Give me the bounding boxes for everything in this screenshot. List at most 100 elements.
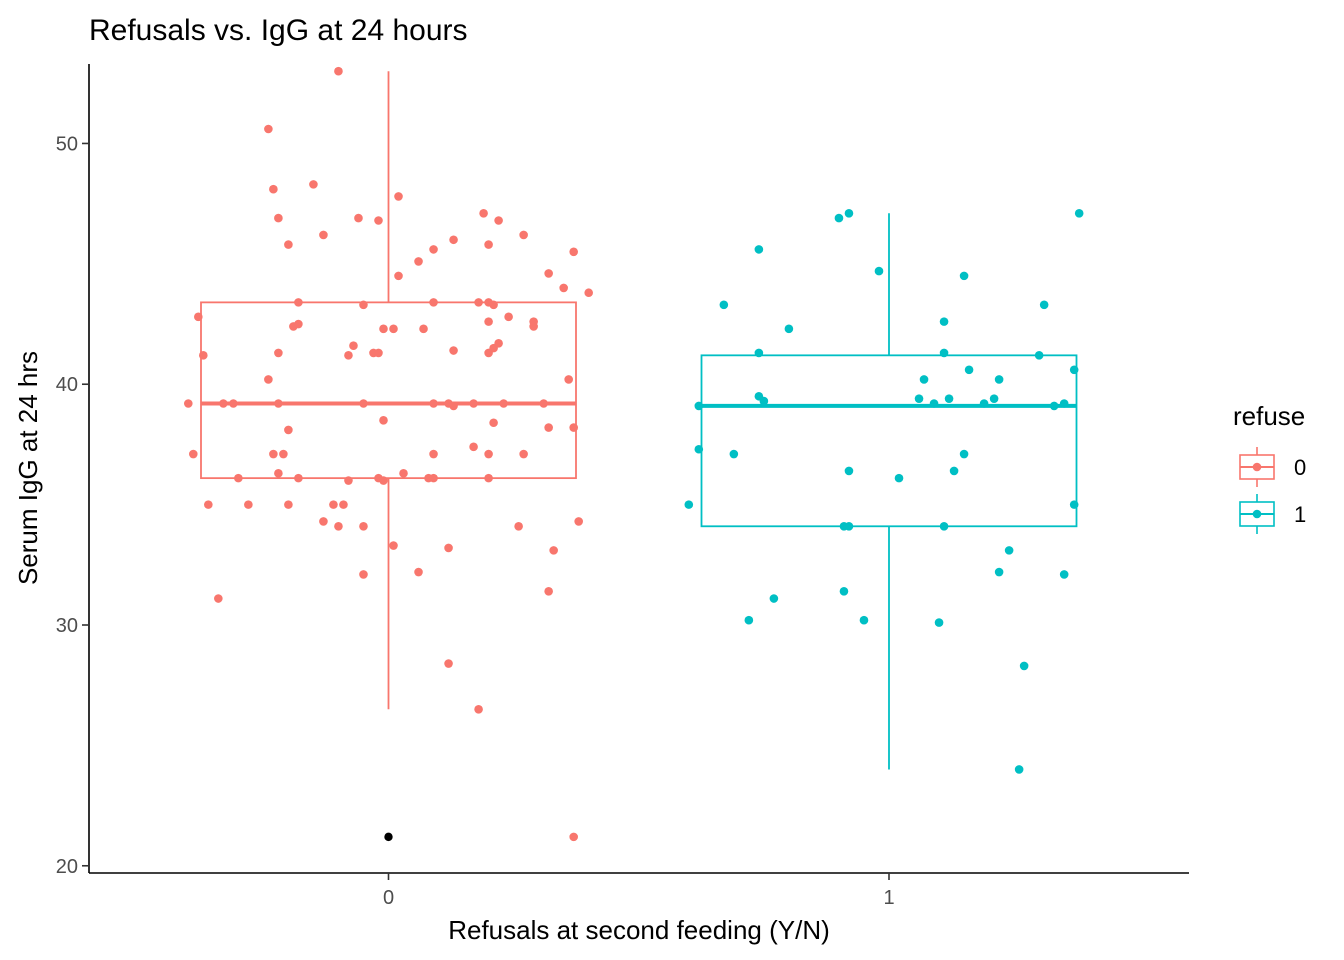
box — [700, 354, 1078, 528]
data-point — [994, 567, 1004, 577]
data-point — [284, 425, 293, 435]
data-point — [929, 399, 939, 408]
box — [200, 301, 577, 480]
data-point — [499, 399, 508, 408]
data-point — [319, 230, 328, 240]
data-point — [519, 449, 528, 459]
data-point — [349, 341, 358, 351]
data-point — [1039, 300, 1049, 310]
data-point — [309, 180, 318, 189]
y-tick-label: 30 — [56, 615, 78, 637]
data-point — [859, 615, 869, 625]
data-point — [914, 394, 924, 403]
data-point — [274, 213, 283, 223]
y-tick-label: 20 — [56, 856, 78, 878]
data-point — [1004, 546, 1014, 555]
data-point — [194, 312, 203, 322]
data-point — [359, 399, 368, 408]
data-point — [469, 442, 478, 452]
data-point — [329, 500, 338, 509]
data-point — [569, 423, 578, 432]
data-point — [269, 184, 278, 194]
data-point — [769, 594, 779, 603]
data-point — [1014, 765, 1024, 774]
data-point — [484, 449, 493, 459]
data-point — [494, 338, 503, 348]
data-point — [204, 500, 213, 509]
data-point — [519, 230, 528, 240]
data-point — [379, 476, 388, 485]
data-point — [319, 517, 328, 526]
data-point — [444, 543, 453, 553]
y-tick-label: 40 — [56, 374, 78, 396]
data-point — [489, 418, 498, 428]
data-point — [334, 66, 343, 76]
data-point — [759, 396, 769, 406]
data-point — [964, 365, 974, 375]
data-point — [474, 704, 483, 714]
data-point — [284, 500, 293, 509]
data-point — [229, 399, 238, 408]
data-point — [529, 322, 538, 331]
data-point — [989, 394, 999, 403]
data-point — [279, 449, 288, 459]
series-1 — [684, 208, 1084, 774]
outlier-point — [384, 832, 393, 842]
data-point — [844, 208, 854, 218]
data-point — [294, 473, 303, 483]
legend-key-1 — [1239, 494, 1275, 534]
data-point — [939, 521, 949, 531]
data-point — [344, 351, 353, 360]
data-point — [1019, 661, 1029, 671]
data-point — [379, 324, 388, 334]
data-point — [569, 832, 578, 842]
data-point — [494, 216, 503, 225]
data-point — [399, 469, 408, 478]
data-point — [189, 449, 198, 459]
data-point — [414, 257, 423, 266]
data-point — [429, 449, 438, 459]
data-point — [544, 423, 553, 432]
legend-key-point — [1252, 509, 1262, 519]
data-point — [429, 298, 438, 307]
data-point — [939, 317, 949, 326]
data-point — [784, 324, 794, 334]
data-point — [559, 283, 568, 293]
data-point — [694, 401, 704, 411]
data-point — [269, 449, 278, 459]
data-point — [389, 324, 398, 334]
data-point — [219, 399, 228, 408]
legend-key-point — [1252, 462, 1262, 472]
data-point — [934, 618, 944, 627]
data-point — [939, 348, 949, 358]
x-tick-label: 0 — [383, 887, 394, 909]
data-point — [549, 546, 558, 555]
data-point — [564, 375, 573, 384]
data-point — [844, 466, 854, 476]
data-point — [919, 375, 929, 384]
legend-label: 0 — [1294, 455, 1306, 480]
data-point — [1074, 208, 1084, 218]
data-point — [754, 348, 764, 358]
data-point — [359, 570, 368, 579]
data-point — [429, 473, 438, 483]
data-point — [544, 269, 553, 278]
series-0 — [184, 66, 593, 842]
data-point — [394, 192, 403, 201]
data-point — [449, 346, 458, 355]
data-point — [944, 394, 954, 403]
data-point — [959, 271, 969, 281]
data-point — [344, 476, 353, 485]
data-point — [994, 375, 1004, 384]
data-point — [729, 449, 739, 459]
legend-key-0 — [1239, 447, 1275, 487]
data-point — [359, 300, 368, 310]
data-point — [544, 586, 553, 596]
data-point — [479, 208, 488, 218]
data-point — [959, 449, 969, 459]
data-point — [374, 348, 383, 358]
data-point — [754, 245, 764, 254]
data-point — [429, 399, 438, 408]
data-point — [1049, 401, 1059, 411]
y-tick-label: 50 — [56, 133, 78, 155]
